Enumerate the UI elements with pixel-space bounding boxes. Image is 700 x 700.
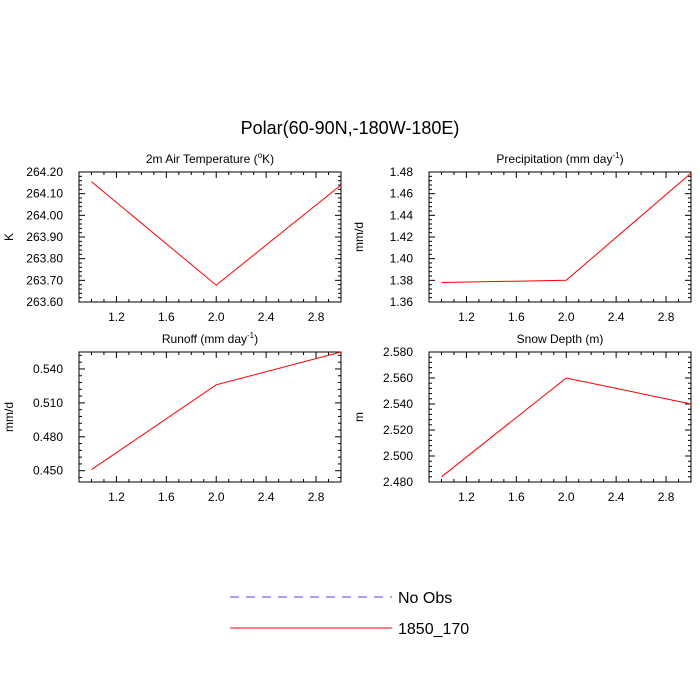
x-tick-label: 2.0: [558, 310, 575, 324]
y-tick-label: 0.450: [33, 464, 63, 478]
y-tick-label: 1.44: [390, 208, 414, 222]
y-tick-label: 1.38: [390, 273, 414, 287]
y-tick-label: 1.48: [390, 165, 414, 179]
x-tick-label: 2.4: [258, 490, 275, 504]
y-tick-label: 2.540: [383, 397, 413, 411]
x-tick-label: 2.4: [258, 310, 275, 324]
series-line-1850-170: [91, 351, 342, 471]
y-tick-label: 263.70: [26, 273, 63, 287]
y-tick-label: 0.510: [33, 396, 63, 410]
x-tick-label: 1.6: [508, 310, 525, 324]
chart-panel-precipitation: Precipitation (mm day-1) mm/d 1.2 1.6 2.0 2.4…: [352, 151, 692, 324]
x-tick-label: 2.8: [658, 490, 675, 504]
y-tick-label: 2.500: [383, 449, 413, 463]
x-tick-label: 2.4: [608, 490, 625, 504]
y-tick-label: 263.60: [26, 295, 63, 309]
x-tick-label: 2.8: [308, 490, 325, 504]
y-axis-label: mm/d: [2, 402, 16, 432]
y-tick-label: 263.80: [26, 252, 63, 266]
y-tick-label: 2.480: [383, 475, 413, 489]
x-tick-label: 1.6: [508, 490, 525, 504]
x-tick-label: 1.2: [458, 310, 475, 324]
x-tick-label: 1.2: [458, 490, 475, 504]
chart-panel-runoff: Runoff (mm day-1) mm/d 1.2 1.6 2.0 2.4 2.8 0.45…: [2, 331, 342, 504]
x-tick-label: 2.4: [608, 310, 625, 324]
y-tick-label: 2.560: [383, 371, 413, 385]
x-tick-label: 2.8: [658, 310, 675, 324]
x-tick-label: 2.8: [308, 310, 325, 324]
y-tick-label: 1.46: [390, 187, 414, 201]
y-tick-label: 264.10: [26, 187, 63, 201]
legend-label-1850-170: 1850_170: [398, 621, 469, 638]
y-axis-label: mm/d: [352, 222, 366, 252]
chart-panel-air-temperature: 2m Air Temperature (oK) K 1.2 1.6 2.0 2.4 2.8 2…: [2, 151, 342, 324]
series-line-1850-170: [91, 181, 342, 286]
plot-frame: [428, 351, 692, 483]
plot-frame: [78, 351, 342, 483]
series-line-1850-170: [441, 172, 692, 283]
plot-frame: [78, 171, 342, 303]
legend: No Obs 1850_170: [230, 590, 469, 638]
panel-title: Runoff (mm day-1): [162, 331, 258, 346]
y-tick-label: 263.90: [26, 230, 63, 244]
x-tick-label: 1.2: [108, 490, 125, 504]
chart-panel-snow-depth: Snow Depth (m) m 1.2 1.6 2.0 2.4 2.8 2.480 2.500…: [352, 332, 692, 504]
y-tick-label: 0.540: [33, 362, 63, 376]
figure-title: Polar(60-90N,-180W-180E): [241, 118, 460, 138]
x-tick-label: 1.6: [158, 490, 175, 504]
y-tick-label: 1.36: [390, 295, 414, 309]
legend-label-no-obs: No Obs: [398, 590, 452, 607]
x-tick-label: 1.2: [108, 310, 125, 324]
y-tick-label: 0.480: [33, 430, 63, 444]
x-tick-label: 2.0: [558, 490, 575, 504]
series-line-1850-170: [441, 377, 692, 478]
y-tick-label: 2.580: [383, 345, 413, 359]
y-tick-label: 1.42: [390, 230, 414, 244]
y-tick-label: 264.20: [26, 165, 63, 179]
x-tick-label: 1.6: [158, 310, 175, 324]
x-tick-label: 2.0: [208, 490, 225, 504]
y-tick-label: 1.40: [390, 252, 414, 266]
panel-title: 2m Air Temperature (oK): [146, 151, 274, 166]
x-tick-label: 2.0: [208, 310, 225, 324]
panel-title: Precipitation (mm day-1): [496, 151, 623, 166]
y-axis-label: K: [2, 233, 16, 241]
y-tick-label: 264.00: [26, 208, 63, 222]
panel-title: Snow Depth (m): [517, 332, 604, 346]
y-axis-label: m: [352, 412, 366, 422]
y-tick-label: 2.520: [383, 423, 413, 437]
